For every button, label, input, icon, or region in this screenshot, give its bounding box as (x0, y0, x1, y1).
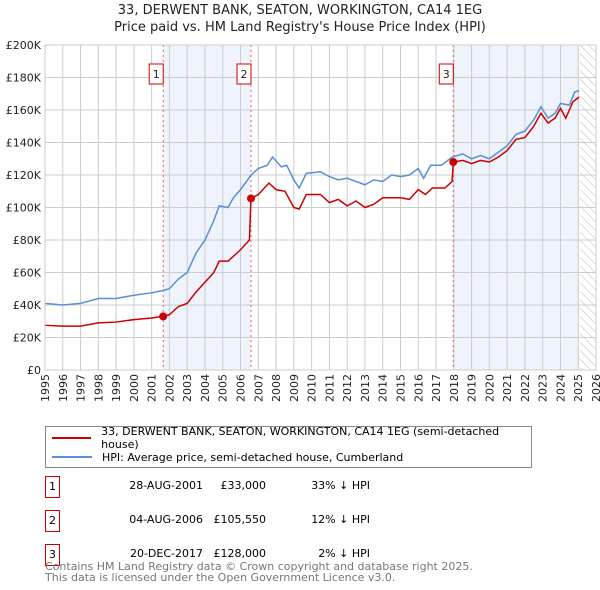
sale-date: 04-AUG-2006 (129, 513, 203, 526)
y-tick-label: £160K (6, 104, 42, 117)
property-price-line (44, 96, 580, 327)
sale-point (159, 312, 168, 321)
legend-item-property: 33, DERWENT BANK, SEATON, WORKINGTON, CA… (52, 425, 531, 451)
x-tick-label: 1999 (110, 374, 123, 402)
x-tick-label: 2011 (323, 374, 336, 402)
x-tick-label: 2004 (199, 374, 212, 402)
x-tick-label: 2023 (537, 374, 550, 402)
x-tick-label: 2007 (252, 374, 265, 402)
y-tick-label: £200K (6, 39, 42, 52)
legend-item-hpi: HPI: Average price, semi-detached house,… (52, 449, 403, 465)
y-tick-label: £140K (6, 137, 42, 150)
legend-label: HPI: Average price, semi-detached house,… (102, 450, 404, 464)
sale-price: £105,550 (213, 513, 267, 526)
sale-price: £33,000 (220, 479, 267, 492)
x-tick-label: 2024 (554, 374, 567, 402)
sale-number-box: 2 (45, 510, 60, 532)
x-tick-label: 2000 (128, 374, 141, 402)
x-tick-label: 2016 (412, 374, 425, 402)
footer-line-2: This data is licensed under the Open Gov… (45, 571, 396, 584)
sale-marker-label: 3 (443, 68, 450, 81)
chart-title: 33, DERWENT BANK, SEATON, WORKINGTON, CA… (117, 3, 483, 18)
x-tick-label: 1995 (39, 374, 52, 402)
x-tick-label: 2008 (270, 374, 283, 402)
blue-line-swatch (52, 456, 92, 458)
hpi-line (44, 89, 580, 306)
x-tick-label: 2019 (466, 374, 479, 402)
y-tick-label: £0 (27, 364, 41, 377)
sale-point (247, 194, 256, 203)
x-tick-label: 1997 (75, 374, 88, 402)
plot-border (44, 44, 597, 371)
sale-date: 20-DEC-2017 (129, 547, 203, 560)
sale-hpi-diff: 2% ↓ HPI (318, 547, 370, 560)
sale-point (449, 158, 458, 166)
x-tick-label: 2012 (341, 374, 354, 402)
red-line-swatch (52, 437, 92, 439)
sale-marker-box (236, 63, 252, 85)
sale-marker-box (438, 63, 454, 85)
sale-hpi-diff: 33% ↓ HPI (311, 479, 370, 492)
sale-price: £128,000 (213, 547, 267, 560)
x-tick-label: 2026 (590, 374, 600, 402)
sale-number-box: 3 (45, 544, 60, 566)
price-chart: 1995 1996 1997 1998 1999 2000 2001 2002 2003 2004… (6, 39, 600, 402)
y-tick-label: £180K (6, 72, 42, 85)
x-tick-label: 2014 (377, 374, 390, 402)
y-tick-label: £40K (13, 299, 42, 312)
x-tick-label: 1996 (57, 374, 70, 402)
x-tick-label: 2022 (519, 374, 532, 402)
x-tick-label: 2002 (163, 374, 176, 402)
y-tick-label: £100K (6, 202, 42, 215)
x-tick-label: 2020 (483, 374, 496, 402)
sale-marker-label: 2 (241, 68, 248, 81)
x-tick-label: 2013 (359, 374, 372, 402)
x-tick-label: 1998 (92, 374, 105, 402)
footer-line-1: Contains HM Land Registry data © Crown c… (45, 560, 473, 573)
legend: 33, DERWENT BANK, SEATON, WORKINGTON, CA… (45, 425, 532, 468)
x-tick-label: 2003 (181, 374, 194, 402)
x-tick-label: 2017 (430, 374, 443, 402)
chart-subtitle: Price paid vs. HM Land Registry's House … (114, 20, 486, 35)
x-tick-label: 2009 (288, 374, 301, 402)
x-tick-label: 2001 (146, 374, 159, 402)
sale-date: 28-AUG-2001 (129, 479, 203, 492)
y-tick-label: £20K (13, 332, 42, 345)
legend-label: 33, DERWENT BANK, SEATON, WORKINGTON, CA… (101, 425, 500, 451)
y-tick-label: £120K (6, 169, 42, 182)
sale-marker-box (148, 63, 164, 85)
x-tick-label: 2006 (235, 374, 248, 402)
y-tick-label: £80K (13, 234, 42, 247)
y-tick-label: £60K (13, 267, 42, 280)
sale-marker-label: 1 (153, 68, 160, 81)
x-tick-label: 2018 (448, 374, 461, 402)
sale-hpi-diff: 12% ↓ HPI (311, 513, 370, 526)
x-tick-label: 2021 (501, 374, 514, 402)
sale-number-box: 1 (45, 476, 60, 498)
x-tick-label: 2025 (572, 374, 585, 402)
x-tick-label: 2015 (394, 374, 407, 402)
x-tick-label: 2010 (306, 374, 319, 402)
x-tick-label: 2005 (217, 374, 230, 402)
